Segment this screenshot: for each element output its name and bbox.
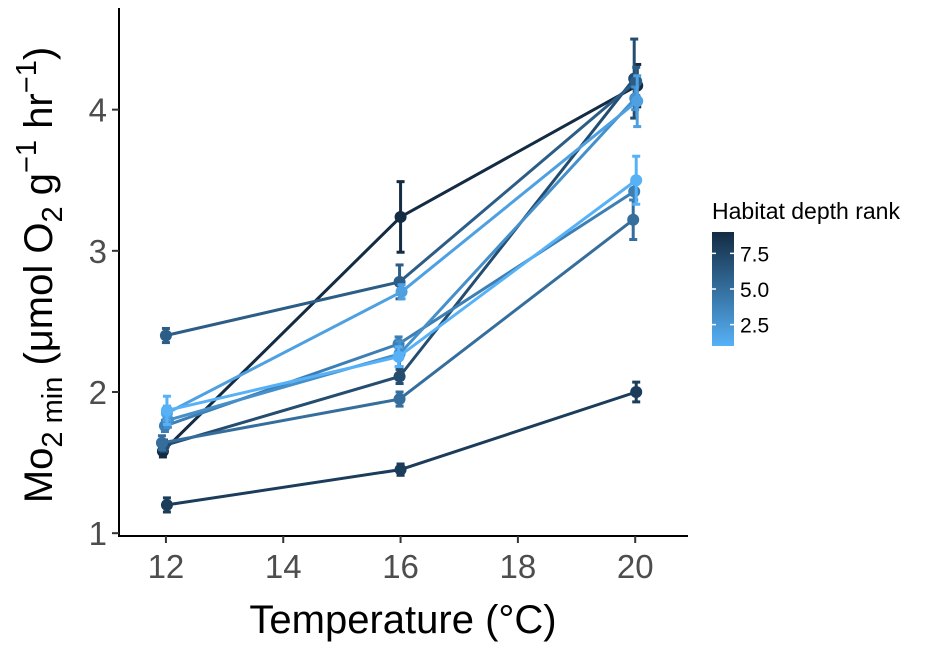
data-point [160,404,173,417]
x-axis-title: Temperature (°C) [249,598,556,642]
series-line [166,390,637,507]
y-tick-label: 3 [89,233,107,270]
legend-title: Habitat depth rank [712,198,900,224]
x-tick-label: 14 [265,548,302,585]
y-tick-label: 1 [89,515,107,552]
data-point [392,350,405,363]
data-point [394,463,407,476]
x-tick-label: 12 [148,548,185,585]
legend: Habitat depth rank 7.5 5.0 2.5 [712,198,900,346]
y-title-mid: (μmol O [17,223,61,377]
data-point [160,498,173,511]
data-point [155,436,168,449]
legend-ticks: 7.5 5.0 2.5 [712,243,769,338]
y-title-base: Mo [17,448,61,504]
data-point [394,210,407,223]
data-point [159,329,172,342]
y-ticks: 1 2 3 4 [89,92,119,552]
legend-tick-label: 2.5 [740,315,769,338]
axes [118,8,688,537]
y-title-mid2: g [17,173,61,206]
y-title-sup2: −1 [11,60,43,93]
series-rank-5 [155,198,640,452]
data-point [627,213,640,226]
x-ticks: 12 14 16 18 20 [148,536,654,585]
legend-tick-label: 5.0 [740,279,769,302]
y-tick-label: 2 [89,374,107,411]
data-point [630,386,643,398]
y-axis-title: Mo2 min (μmol O2 g−1 hr−1) [11,47,69,503]
y-title-end: ) [17,47,61,60]
data-point [393,393,406,406]
data-point [630,174,643,187]
series-rank-8 [160,380,643,514]
y-title-sub1: 2 min [37,377,69,448]
legend-colorbar [712,232,734,346]
x-tick-label: 16 [382,548,419,585]
y-title-mid3: hr [17,93,61,140]
data-point [393,370,406,383]
x-tick-label: 18 [500,548,537,585]
data-point [395,285,408,298]
series-rank-1 [160,154,643,426]
legend-tick-label: 7.5 [740,243,769,266]
series-rank-6 [159,65,643,345]
y-tick-label: 4 [89,92,107,129]
y-title-sup1: −1 [11,140,43,173]
plot-area [155,37,644,514]
x-tick-label: 20 [617,548,654,585]
data-point [628,185,641,198]
data-point [631,95,644,108]
y-title-sub2: 2 [37,206,69,222]
